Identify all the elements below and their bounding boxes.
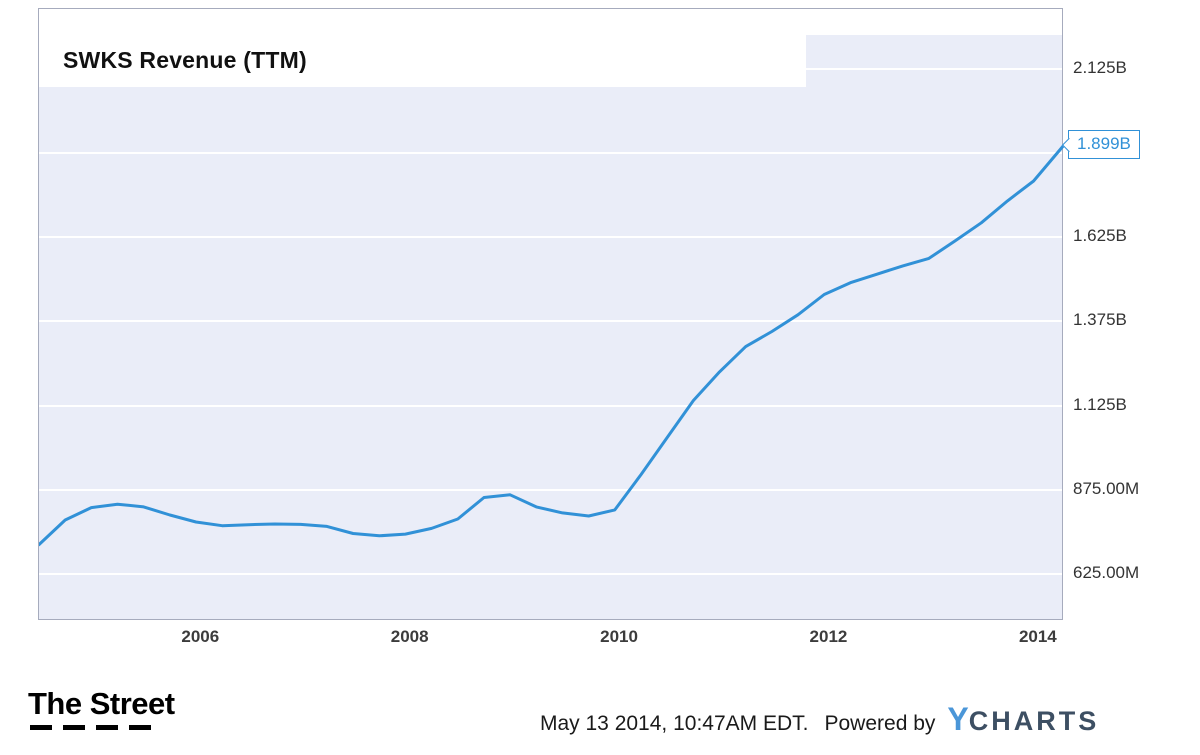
gridline <box>39 320 1062 323</box>
x-axis-label: 2012 <box>809 627 848 646</box>
gridline <box>39 404 1062 407</box>
underline-dash <box>96 725 118 730</box>
y-axis-label: 875.00M <box>1073 478 1140 498</box>
x-axis-label: 2010 <box>600 627 638 646</box>
x-axis-label: 2006 <box>181 627 220 646</box>
ycharts-wordmark: CHARTS <box>968 706 1100 736</box>
y-axis-label: 625.00M <box>1073 562 1140 582</box>
thestreet-logo-text: The Street <box>28 686 175 721</box>
y-axis-label: 2.125B <box>1073 57 1127 77</box>
x-axis-label: 2008 <box>390 627 429 646</box>
gridline <box>39 236 1062 239</box>
timestamp: May 13 2014, 10:47AM EDT. <box>540 712 809 735</box>
x-axis-label: 2014 <box>1018 627 1057 646</box>
y-axis-label: 1.625B <box>1073 226 1127 246</box>
y-axis-label: 1.125B <box>1073 394 1127 414</box>
revenue-line-series <box>39 143 1064 547</box>
underline-dash <box>63 725 85 730</box>
title-background <box>39 35 806 87</box>
credit-line: May 13 2014, 10:47AM EDT. Powered by YCH… <box>540 701 1099 738</box>
plot-area: SWKS Revenue (TTM) <box>38 8 1064 620</box>
callout-value: 1.899B <box>1077 134 1131 153</box>
gridline <box>39 488 1062 491</box>
powered-by-label: Powered by <box>824 712 936 735</box>
underline-dash <box>129 725 151 730</box>
thestreet-logo: The Street <box>28 686 175 730</box>
line-path <box>39 143 1064 547</box>
underline-dash <box>30 725 52 730</box>
plot-top-strip <box>39 9 1062 35</box>
gridline <box>39 572 1062 575</box>
gridline <box>39 152 1062 155</box>
y-axis-label: 1.375B <box>1073 310 1127 330</box>
ycharts-y-mark: Y <box>947 701 969 737</box>
chart-title: SWKS Revenue (TTM) <box>63 47 307 73</box>
ycharts-logo: YCHARTS <box>947 701 1099 738</box>
thestreet-logo-underline <box>30 725 175 730</box>
latest-value-callout: 1.899B <box>1068 130 1140 159</box>
